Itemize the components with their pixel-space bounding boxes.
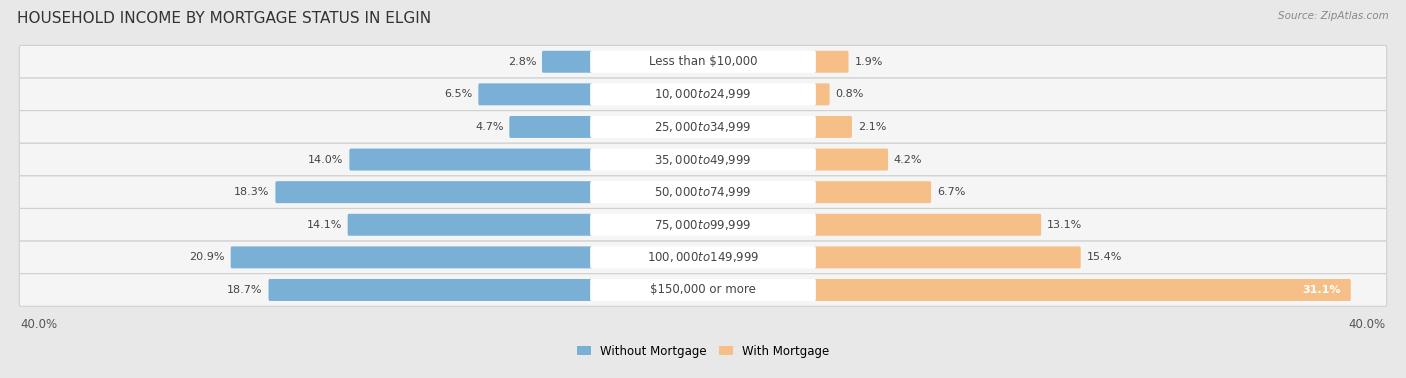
Text: 2.8%: 2.8% [508,57,536,67]
FancyBboxPatch shape [20,274,1386,306]
FancyBboxPatch shape [814,279,1351,301]
Text: 0.8%: 0.8% [835,89,863,99]
FancyBboxPatch shape [591,181,815,203]
FancyBboxPatch shape [349,149,592,170]
Text: $75,000 to $99,999: $75,000 to $99,999 [654,218,752,232]
Text: 18.3%: 18.3% [235,187,270,197]
FancyBboxPatch shape [509,116,592,138]
FancyBboxPatch shape [591,214,815,236]
Text: $25,000 to $34,999: $25,000 to $34,999 [654,120,752,134]
Text: $100,000 to $149,999: $100,000 to $149,999 [647,250,759,264]
Text: 40.0%: 40.0% [1348,319,1386,332]
Text: 4.7%: 4.7% [475,122,503,132]
FancyBboxPatch shape [814,51,848,73]
FancyBboxPatch shape [591,246,815,268]
Text: 31.1%: 31.1% [1302,285,1341,295]
Text: $35,000 to $49,999: $35,000 to $49,999 [654,153,752,167]
Text: 14.1%: 14.1% [307,220,342,230]
FancyBboxPatch shape [814,181,931,203]
FancyBboxPatch shape [347,214,592,236]
FancyBboxPatch shape [276,181,592,203]
FancyBboxPatch shape [20,208,1386,241]
FancyBboxPatch shape [20,78,1386,111]
FancyBboxPatch shape [814,116,852,138]
Text: 1.9%: 1.9% [855,57,883,67]
FancyBboxPatch shape [20,176,1386,208]
Legend: Without Mortgage, With Mortgage: Without Mortgage, With Mortgage [572,340,834,363]
Text: $10,000 to $24,999: $10,000 to $24,999 [654,87,752,101]
Text: 13.1%: 13.1% [1047,220,1083,230]
Text: 15.4%: 15.4% [1087,253,1122,262]
FancyBboxPatch shape [541,51,592,73]
FancyBboxPatch shape [814,246,1081,268]
Text: 18.7%: 18.7% [228,285,263,295]
FancyBboxPatch shape [20,45,1386,78]
Text: Source: ZipAtlas.com: Source: ZipAtlas.com [1278,11,1389,21]
FancyBboxPatch shape [20,143,1386,176]
FancyBboxPatch shape [20,241,1386,274]
Text: 6.5%: 6.5% [444,89,472,99]
FancyBboxPatch shape [814,214,1042,236]
FancyBboxPatch shape [231,246,592,268]
FancyBboxPatch shape [269,279,592,301]
FancyBboxPatch shape [20,111,1386,143]
Text: Less than $10,000: Less than $10,000 [648,55,758,68]
Text: 2.1%: 2.1% [858,122,886,132]
FancyBboxPatch shape [814,84,830,105]
Text: 40.0%: 40.0% [20,319,58,332]
FancyBboxPatch shape [591,149,815,170]
FancyBboxPatch shape [591,84,815,105]
FancyBboxPatch shape [591,51,815,73]
FancyBboxPatch shape [591,116,815,138]
Text: 4.2%: 4.2% [894,155,922,164]
FancyBboxPatch shape [814,149,889,170]
Text: 20.9%: 20.9% [190,253,225,262]
FancyBboxPatch shape [478,84,592,105]
Text: $50,000 to $74,999: $50,000 to $74,999 [654,185,752,199]
Text: 6.7%: 6.7% [936,187,966,197]
Text: $150,000 or more: $150,000 or more [650,284,756,296]
Text: HOUSEHOLD INCOME BY MORTGAGE STATUS IN ELGIN: HOUSEHOLD INCOME BY MORTGAGE STATUS IN E… [17,11,432,26]
Text: 14.0%: 14.0% [308,155,343,164]
FancyBboxPatch shape [591,279,815,301]
